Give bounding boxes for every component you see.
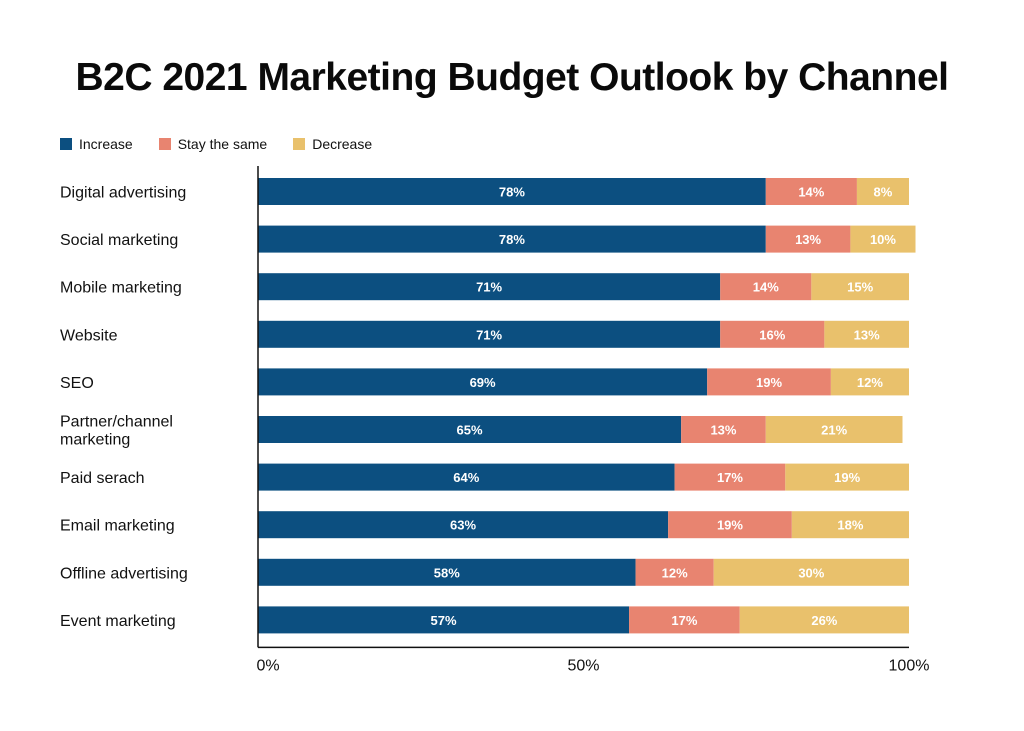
legend-item-stay-the-same: Stay the same [158,136,268,152]
bar-segment-stay-the-same-social-marketing [765,225,851,253]
legend-label-stay-the-same: Stay the same [177,136,268,152]
category-label-website: Website [60,327,118,344]
data-label-stay-the-same-digital-advertising: 14% [798,185,824,200]
data-label-stay-the-same-mobile-marketing: 14% [753,280,779,295]
data-label-decrease-social-marketing: 10% [870,232,896,247]
data-label-decrease-mobile-marketing: 15% [847,280,873,295]
data-label-increase-offline-advertising: 58% [434,565,460,580]
x-tick-label-0: 0% [256,657,279,674]
data-label-increase-social-marketing: 78% [499,232,525,247]
bar-segment-stay-the-same-mobile-marketing [720,273,812,301]
legend-swatch-increase [60,138,72,150]
bar-segment-decrease-paid-serach [785,463,909,491]
bar-segment-decrease-seo [830,368,909,396]
category-label-email-marketing: Email marketing [60,518,175,535]
data-label-increase-paid-serach: 64% [453,470,479,485]
category-label-offline-advertising: Offline advertising [60,565,188,582]
bar-segment-decrease-email-marketing [791,511,909,539]
data-label-stay-the-same-seo: 19% [756,375,782,390]
bar-segment-increase-mobile-marketing [258,273,721,301]
bar-segment-decrease-social-marketing [850,225,916,253]
legend-swatch-stay-the-same [158,138,171,150]
x-tick-label-2: 100% [889,657,930,674]
bar-segment-increase-partner-channel-marketing [258,416,682,443]
data-label-increase-digital-advertising: 78% [499,185,525,200]
data-label-increase-partner-channel-marketing: 65% [457,423,483,438]
bar-segment-stay-the-same-email-marketing [668,511,792,539]
data-label-stay-the-same-paid-serach: 17% [717,470,743,485]
data-label-decrease-digital-advertising: 8% [874,185,893,200]
bar-segment-decrease-offline-advertising [713,558,909,586]
category-label-mobile-marketing: Mobile marketing [60,280,182,297]
chart-title: B2C 2021 Marketing Budget Outlook by Cha… [75,56,949,99]
bar-segment-stay-the-same-paid-serach [674,463,786,491]
data-label-decrease-offline-advertising: 30% [798,565,824,580]
bar-segment-stay-the-same-website [720,320,825,348]
bar-segment-decrease-mobile-marketing [811,273,909,301]
bar-segment-increase-website [258,320,721,348]
bar-segment-increase-email-marketing [258,511,669,539]
data-label-stay-the-same-website: 16% [759,327,785,342]
bar-segment-increase-social-marketing [258,225,766,253]
bar-segment-stay-the-same-partner-channel-marketing [681,416,766,443]
data-label-decrease-website: 13% [854,327,880,342]
data-label-decrease-seo: 12% [857,375,883,390]
data-label-decrease-event-marketing: 26% [811,613,837,628]
category-label-line: marketing [60,432,130,449]
bar-segment-increase-seo [258,368,708,396]
data-label-decrease-email-marketing: 18% [837,518,863,533]
legend-swatch-decrease [293,138,306,150]
legend-item-decrease: Decrease [293,136,372,152]
data-label-stay-the-same-social-marketing: 13% [795,232,821,247]
bar-segment-increase-offline-advertising [258,558,636,586]
bar-segment-decrease-partner-channel-marketing [765,416,903,443]
category-label-partner-channel-marketing: Partner/channel marketing [60,414,173,449]
bar-segment-increase-digital-advertising [258,178,766,205]
category-label-line: Partner/channel [60,414,173,431]
data-label-increase-mobile-marketing: 71% [476,280,502,295]
data-label-stay-the-same-partner-channel-marketing: 13% [710,423,736,438]
data-label-stay-the-same-email-marketing: 19% [717,518,743,533]
legend-item-increase: Increase [60,136,133,152]
category-label-digital-advertising: Digital advertising [60,185,186,202]
legend-label-increase: Increase [79,136,133,152]
legend: Increase Stay the same Decrease [60,136,398,152]
data-label-decrease-paid-serach: 19% [834,470,860,485]
bar-segment-decrease-event-marketing [739,606,909,634]
bar-segment-stay-the-same-seo [707,368,831,396]
bar-segment-stay-the-same-digital-advertising [765,178,857,205]
data-label-decrease-partner-channel-marketing: 21% [821,423,847,438]
bar-segment-stay-the-same-offline-advertising [635,558,714,586]
category-label-paid-serach: Paid serach [60,470,145,487]
data-label-stay-the-same-offline-advertising: 12% [662,565,688,580]
data-label-stay-the-same-event-marketing: 17% [671,613,697,628]
data-label-increase-website: 71% [476,327,502,342]
category-label-event-marketing: Event marketing [60,613,176,630]
category-label-seo: SEO [60,375,94,392]
data-label-increase-event-marketing: 57% [431,613,457,628]
data-label-increase-seo: 69% [470,375,496,390]
x-tick-label-1: 50% [567,657,599,674]
bar-segment-increase-paid-serach [258,463,675,491]
data-label-increase-email-marketing: 63% [450,518,476,533]
category-label-social-marketing: Social marketing [60,232,178,249]
bar-segment-decrease-website [824,320,909,348]
bar-segment-decrease-digital-advertising [856,178,909,205]
bar-segment-stay-the-same-event-marketing [629,606,740,634]
legend-label-decrease: Decrease [312,136,373,152]
bar-segment-increase-event-marketing [258,606,630,634]
